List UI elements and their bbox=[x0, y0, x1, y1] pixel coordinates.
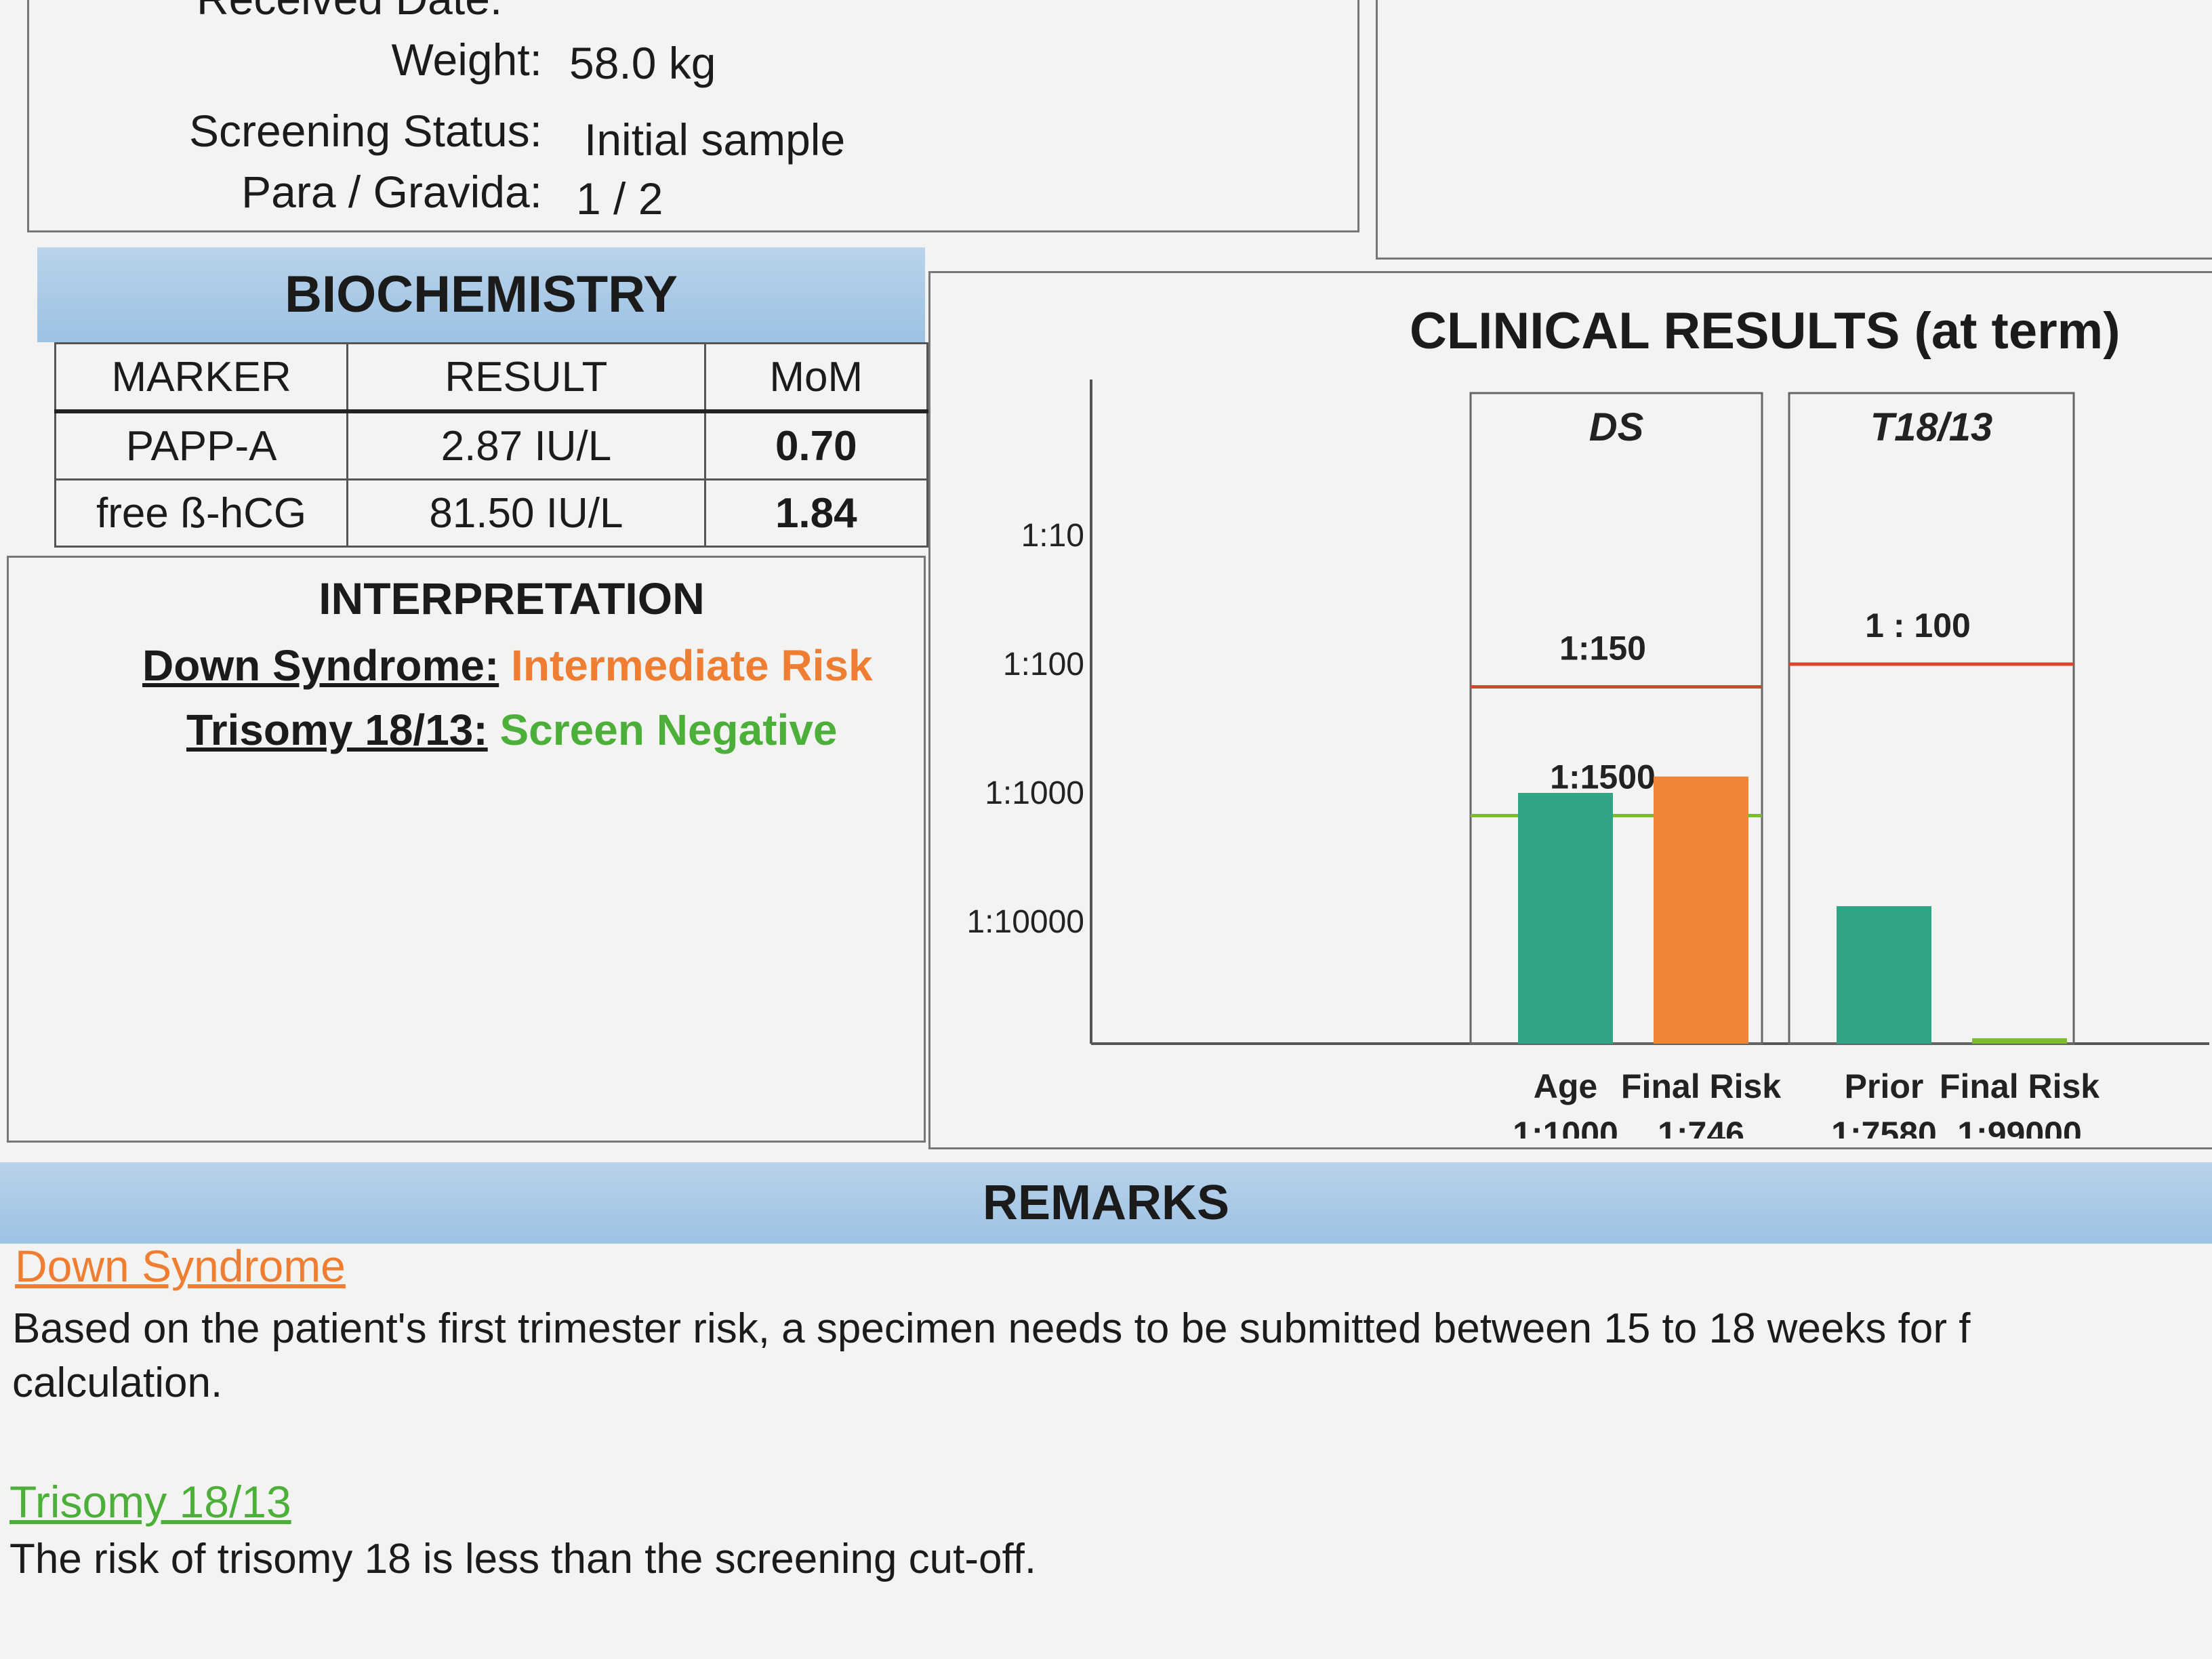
bar-label: Age bbox=[1534, 1067, 1597, 1105]
interpretation-ds-label: Down Syndrome: bbox=[142, 641, 499, 690]
result-cell: 2.87 IU/L bbox=[346, 410, 706, 480]
bar-label: Final Risk bbox=[1621, 1067, 1781, 1105]
interpretation-ds-value: Intermediate Risk bbox=[511, 641, 873, 690]
column-header-mom: MoM bbox=[703, 342, 929, 413]
interpretation-box bbox=[7, 556, 926, 1143]
bar bbox=[1518, 793, 1613, 1044]
bar-value-label: 1:746 bbox=[1658, 1115, 1744, 1139]
biochemistry-table: MARKER RESULT MoM PAPP-A 2.87 IU/L 0.70 … bbox=[54, 342, 929, 548]
remarks-t18-heading: Trisomy 18/13 bbox=[9, 1477, 291, 1527]
table-header-row: MARKER RESULT MoM bbox=[54, 342, 929, 413]
bar-label: Prior bbox=[1845, 1067, 1924, 1105]
cutoff-label: 1:150 bbox=[1559, 629, 1646, 667]
remarks-t18-text: The risk of trisomy 18 is less than the … bbox=[9, 1536, 1037, 1582]
table-row: PAPP-A 2.87 IU/L 0.70 bbox=[54, 410, 929, 480]
patient-info-box bbox=[27, 0, 1359, 232]
panel-title: DS bbox=[1589, 405, 1644, 449]
clinical-results-chart: 1:10 1:100 1:1000 1:10000 DS 1:150 1:1500 Age 1:… bbox=[966, 380, 2209, 1139]
right-info-box bbox=[1376, 0, 2212, 260]
remarks-ds-text-line2: calculation. bbox=[12, 1359, 223, 1406]
remarks-banner: REMARKS bbox=[0, 1162, 2212, 1244]
para-gravida-value: 1 / 2 bbox=[576, 173, 663, 224]
cutoff-label: 1:1500 bbox=[1550, 758, 1656, 796]
interpretation-t18-row: Trisomy 18/13: Screen Negative bbox=[186, 705, 838, 755]
bar bbox=[1654, 776, 1748, 1044]
mom-cell: 1.84 bbox=[703, 478, 929, 548]
bar-value-label: 1:99000 bbox=[1957, 1115, 2082, 1139]
interpretation-title: INTERPRETATION bbox=[319, 573, 705, 623]
mom-cell: 0.70 bbox=[703, 410, 929, 480]
remarks-ds-heading: Down Syndrome bbox=[15, 1241, 346, 1291]
panel-title: T18/13 bbox=[1870, 405, 1993, 449]
bar-label: Final Risk bbox=[1940, 1067, 2100, 1105]
interpretation-ds-row: Down Syndrome: Intermediate Risk bbox=[142, 640, 873, 691]
clinical-results-box bbox=[928, 271, 2212, 1149]
y-tick-label: 1:10000 bbox=[966, 904, 1084, 940]
para-gravida-label: Para / Gravida: bbox=[241, 167, 542, 217]
y-tick-label: 1:10 bbox=[1021, 518, 1084, 554]
weight-value: 58.0 kg bbox=[569, 38, 716, 88]
marker-cell: free ß-hCG bbox=[54, 478, 349, 548]
biochemistry-banner: BIOCHEMISTRY bbox=[37, 247, 925, 342]
clinical-results-title: CLINICAL RESULTS (at term) bbox=[1410, 302, 2121, 360]
screening-status-label: Screening Status: bbox=[189, 106, 542, 156]
cutoff-label: 1 : 100 bbox=[1865, 607, 1971, 644]
bar-value-label: 1:7580 bbox=[1831, 1115, 1937, 1139]
marker-cell: PAPP-A bbox=[54, 410, 349, 480]
table-row: free ß-hCG 81.50 IU/L 1.84 bbox=[54, 478, 929, 548]
remarks-ds-text-line1: Based on the patient's first trimester r… bbox=[12, 1305, 1971, 1352]
result-cell: 81.50 IU/L bbox=[346, 478, 706, 548]
screening-status-value: Initial sample bbox=[584, 115, 846, 165]
bar bbox=[1972, 1038, 2067, 1044]
bar bbox=[1837, 906, 1931, 1044]
weight-label: Weight: bbox=[391, 35, 542, 85]
interpretation-t18-label: Trisomy 18/13: bbox=[186, 705, 488, 754]
chart-panel-0 bbox=[1469, 392, 1763, 1045]
received-date-label: Received Date: bbox=[197, 0, 502, 24]
column-header-result: RESULT bbox=[346, 342, 706, 413]
bar-value-label: 1:1000 bbox=[1513, 1115, 1618, 1139]
column-header-marker: MARKER bbox=[54, 342, 349, 413]
y-tick-label: 1:1000 bbox=[985, 775, 1084, 811]
y-tick-label: 1:100 bbox=[1003, 647, 1084, 682]
interpretation-t18-value: Screen Negative bbox=[499, 705, 838, 754]
